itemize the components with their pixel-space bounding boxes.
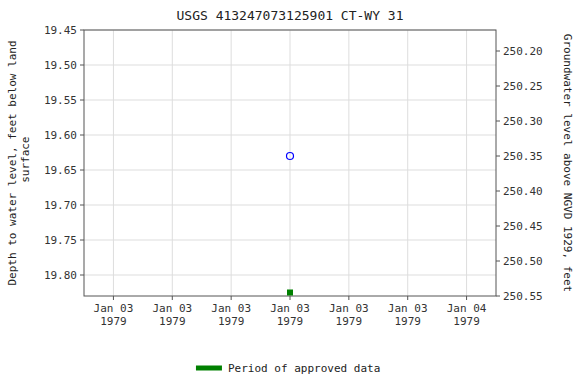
y2-tick-label: 250.55: [503, 290, 543, 303]
y-tick-label: 19.65: [44, 164, 77, 177]
y2-tick-label: 250.25: [503, 80, 543, 93]
y-tick: [80, 135, 84, 136]
legend-swatch: [196, 366, 222, 371]
x-tick: [290, 296, 291, 300]
y-tick-label: 19.45: [44, 24, 77, 37]
y2-tick: [496, 261, 500, 262]
grid-line-x: [113, 30, 114, 296]
grid-line-y: [84, 65, 496, 66]
y-tick: [80, 170, 84, 171]
y2-tick: [496, 86, 500, 87]
x-tick: [466, 296, 467, 300]
y2-tick-label: 250.45: [503, 220, 543, 233]
y-tick: [80, 275, 84, 276]
y2-tick-label: 250.50: [503, 255, 543, 268]
y2-tick-label: 250.30: [503, 115, 543, 128]
y-axis: 19.45 19.50 19.55 19.60 19.65 19.70 19.75 19.80: [44, 24, 84, 282]
grid-line-x: [231, 30, 232, 296]
y-tick-label: 19.50: [44, 59, 77, 72]
y2-tick: [496, 296, 500, 297]
y-tick: [80, 65, 84, 66]
x-tick: [231, 296, 232, 300]
point: [287, 153, 294, 160]
y2-tick: [496, 51, 500, 52]
x-tick: [348, 296, 349, 300]
grid-line-x: [290, 30, 291, 296]
plot-frame: [84, 30, 496, 296]
x-tick-label: Jan 031979: [152, 302, 192, 328]
title: USGS 413247073125901 CT-WY 31: [177, 8, 404, 23]
marks: [287, 153, 294, 296]
y-tick-label: 19.70: [44, 199, 77, 212]
grid-line-x: [172, 30, 173, 296]
y2-tick-label: 250.35: [503, 150, 543, 163]
grid-line-x: [407, 30, 408, 296]
y2-tick: [496, 121, 500, 122]
x-tick: [113, 296, 114, 300]
grid-line-y: [84, 205, 496, 206]
y-tick-label: 19.60: [44, 129, 77, 142]
y2-axis-label: Groundwater level above NGVD 1929, feet: [561, 34, 574, 292]
y-tick: [80, 205, 84, 206]
x-tick-label: Jan 031979: [329, 302, 369, 328]
x-tick: [172, 296, 173, 300]
y2-tick-label: 250.20: [503, 45, 543, 58]
y-axis-label: Depth to water level, feet below land su…: [6, 40, 32, 285]
grid: [84, 30, 496, 296]
legend-label: Period of approved data: [228, 362, 380, 375]
y2-tick: [496, 156, 500, 157]
y2-tick: [496, 226, 500, 227]
point: [287, 290, 293, 296]
y-tick: [80, 30, 84, 31]
grid-line-y: [84, 135, 496, 136]
x-tick-label: Jan 041979: [447, 302, 487, 328]
y-tick-label: 19.80: [44, 269, 77, 282]
x-tick-label: Jan 031979: [211, 302, 251, 328]
y2-axis: 250.55 250.50 250.45 250.40 250.35 250.30 250.…: [496, 45, 543, 303]
y2-tick-label: 250.40: [503, 185, 543, 198]
chart: USGS 413247073125901 CT-WY 31Jan 031979J…: [0, 0, 576, 384]
x-tick-label: Jan 031979: [94, 302, 134, 328]
grid-line-y: [84, 100, 496, 101]
y-tick-label: 19.75: [44, 234, 77, 247]
y-tick: [80, 240, 84, 241]
x-tick-label: Jan 031979: [270, 302, 310, 328]
grid-line-y: [84, 275, 496, 276]
y-tick: [80, 100, 84, 101]
grid-line-y: [84, 240, 496, 241]
y2-tick: [496, 191, 500, 192]
grid-line-x: [348, 30, 349, 296]
x-axis: Jan 031979 Jan 031979 Jan 031979 Jan 031979…: [94, 296, 487, 328]
x-tick: [407, 296, 408, 300]
x-tick-label: Jan 031979: [388, 302, 428, 328]
legend: Period of approved data: [196, 362, 380, 375]
y-tick-label: 19.55: [44, 94, 77, 107]
grid-line-y: [84, 170, 496, 171]
grid-line-x: [466, 30, 467, 296]
